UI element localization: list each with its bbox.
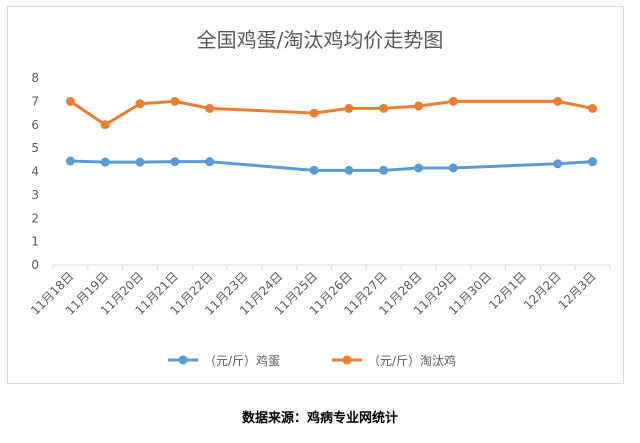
data-point bbox=[170, 157, 180, 167]
data-point bbox=[344, 103, 354, 113]
data-point bbox=[309, 165, 319, 175]
x-tick-label: 12月2日 bbox=[521, 269, 564, 312]
legend: （元/斤）鸡蛋 （元/斤）淘汰鸡 bbox=[168, 353, 456, 368]
data-point bbox=[379, 103, 389, 113]
y-tick-label: 0 bbox=[31, 258, 39, 272]
y-tick-label: 5 bbox=[31, 141, 39, 155]
y-tick-label: 8 bbox=[31, 71, 39, 85]
data-point bbox=[553, 96, 563, 106]
data-point bbox=[309, 108, 319, 118]
data-point bbox=[448, 96, 458, 106]
chart-frame bbox=[7, 6, 624, 384]
data-point bbox=[553, 159, 563, 169]
data-point bbox=[65, 96, 75, 106]
y-tick-label: 7 bbox=[31, 94, 39, 108]
data-point bbox=[414, 101, 424, 111]
y-axis: 0 1 2 3 4 5 6 7 8 bbox=[31, 71, 39, 272]
legend-swatch-marker bbox=[342, 355, 352, 365]
legend-label: （元/斤）淘汰鸡 bbox=[368, 353, 456, 368]
y-tick-label: 4 bbox=[31, 165, 39, 179]
data-point bbox=[65, 156, 75, 166]
series-line-1 bbox=[70, 159, 593, 172]
x-axis: 11月18日11月19日11月20日11月21日11月22日11月23日11月2… bbox=[28, 264, 611, 318]
data-source-note: 数据来源：鸡病专业网统计 bbox=[241, 411, 398, 426]
y-tick-label: 2 bbox=[31, 211, 39, 225]
plot-area bbox=[65, 96, 598, 175]
data-point bbox=[135, 157, 145, 167]
data-point bbox=[205, 103, 215, 113]
data-point bbox=[135, 99, 145, 109]
data-point bbox=[100, 120, 110, 130]
data-point bbox=[448, 163, 458, 173]
y-tick-label: 3 bbox=[31, 188, 39, 202]
y-tick-label: 1 bbox=[31, 235, 39, 249]
y-tick-label: 6 bbox=[31, 118, 39, 132]
data-point bbox=[205, 157, 215, 167]
x-tick-label: 12月3日 bbox=[556, 269, 599, 312]
data-point bbox=[344, 165, 354, 175]
x-tick-label: 12月1日 bbox=[486, 269, 529, 312]
data-point bbox=[414, 163, 424, 173]
chart-title: 全国鸡蛋/淘汰鸡均价走势图 bbox=[197, 28, 444, 52]
data-point bbox=[588, 157, 598, 167]
series-line-2 bbox=[69, 99, 593, 127]
data-point bbox=[588, 103, 598, 113]
data-point bbox=[170, 96, 180, 106]
legend-swatch-marker bbox=[178, 355, 188, 365]
legend-label: （元/斤）鸡蛋 bbox=[204, 353, 280, 368]
data-point bbox=[100, 157, 110, 167]
data-point bbox=[379, 165, 389, 175]
